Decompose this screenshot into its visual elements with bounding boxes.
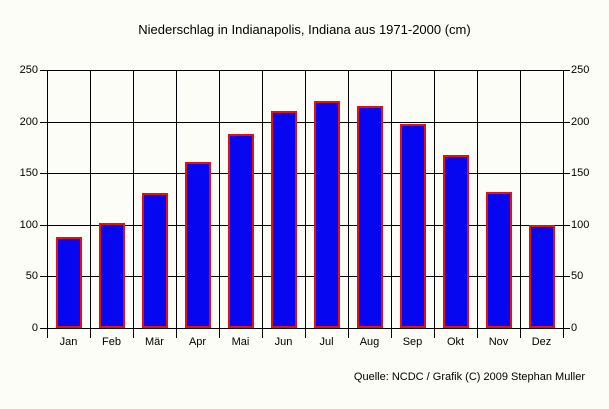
y-axis-tick-right: [563, 328, 570, 329]
gridline-vertical: [133, 70, 134, 328]
bar-nov: [486, 192, 512, 328]
y-axis-label-left: 100: [19, 219, 38, 231]
gridline-vertical: [176, 70, 177, 328]
y-axis-tick-right: [563, 276, 570, 277]
x-axis-tick: [133, 328, 134, 338]
x-axis-label: Sep: [402, 336, 423, 348]
x-axis-tick: [305, 328, 306, 338]
y-axis-tick-right: [563, 173, 570, 174]
bar-aug: [357, 106, 383, 328]
gridline-vertical: [477, 70, 478, 328]
y-axis-label-left: 50: [25, 270, 38, 282]
x-axis-label: Mai: [231, 336, 250, 348]
x-axis-label: Aug: [359, 336, 380, 348]
y-axis-label-left: 0: [31, 322, 38, 334]
x-axis-tick: [47, 328, 48, 338]
y-axis-label-right: 100: [571, 219, 590, 231]
x-axis-label: Dez: [531, 336, 552, 348]
y-axis-label-left: 200: [19, 116, 38, 128]
gridline-vertical: [391, 70, 392, 328]
y-axis-tick-left: [40, 173, 47, 174]
x-axis-label: Okt: [446, 336, 465, 348]
y-axis-label-left: 150: [19, 167, 38, 179]
y-axis-tick-left: [40, 122, 47, 123]
x-axis-tick: [176, 328, 177, 338]
y-axis-tick-right: [563, 70, 570, 71]
x-axis-tick: [90, 328, 91, 338]
bar-sep: [400, 124, 426, 328]
x-axis-tick: [520, 328, 521, 338]
x-axis-label: Jun: [274, 336, 293, 348]
bar-jun: [271, 111, 297, 328]
gridline-vertical: [47, 70, 48, 328]
gridline-vertical: [563, 70, 564, 328]
y-axis-tick-right: [563, 122, 570, 123]
bar-jul: [314, 101, 340, 328]
y-axis-label-right: 200: [571, 116, 590, 128]
bar-dez: [529, 225, 555, 328]
bar-jan: [56, 237, 82, 328]
x-axis-tick: [391, 328, 392, 338]
y-axis-tick-left: [40, 276, 47, 277]
x-axis-tick: [348, 328, 349, 338]
y-axis-tick-left: [40, 328, 47, 329]
gridline-vertical: [305, 70, 306, 328]
source-credit: Quelle: NCDC / Grafik (C) 2009 Stephan M…: [353, 371, 585, 383]
y-axis-label-left: 250: [19, 64, 38, 76]
bar-okt: [443, 155, 469, 328]
x-axis-tick: [563, 328, 564, 338]
gridline-vertical: [348, 70, 349, 328]
y-axis-label-right: 0: [571, 322, 578, 334]
gridline-vertical: [90, 70, 91, 328]
chart-title: Niederschlag in Indianapolis, Indiana au…: [138, 22, 471, 37]
x-axis-tick: [434, 328, 435, 338]
gridline-vertical: [520, 70, 521, 328]
x-axis-label: Jan: [59, 336, 78, 348]
x-axis-tick: [477, 328, 478, 338]
bar-mär: [142, 193, 168, 328]
bar-mai: [228, 134, 254, 328]
gridline-vertical: [262, 70, 263, 328]
y-axis-label-right: 50: [571, 270, 584, 282]
x-axis-label: Mär: [145, 336, 164, 348]
bar-apr: [185, 162, 211, 328]
gridline-vertical: [434, 70, 435, 328]
y-axis-label-right: 250: [571, 64, 590, 76]
x-axis-tick: [219, 328, 220, 338]
x-axis-label: Feb: [102, 336, 121, 348]
gridline-vertical: [219, 70, 220, 328]
x-axis-label: Jul: [319, 336, 334, 348]
x-axis-tick: [262, 328, 263, 338]
y-axis-label-right: 150: [571, 167, 590, 179]
bar-feb: [99, 223, 125, 328]
y-axis-tick-left: [40, 225, 47, 226]
y-axis-tick-left: [40, 70, 47, 71]
x-axis-label: Apr: [188, 336, 207, 348]
y-axis-tick-right: [563, 225, 570, 226]
x-axis-label: Nov: [488, 336, 509, 348]
